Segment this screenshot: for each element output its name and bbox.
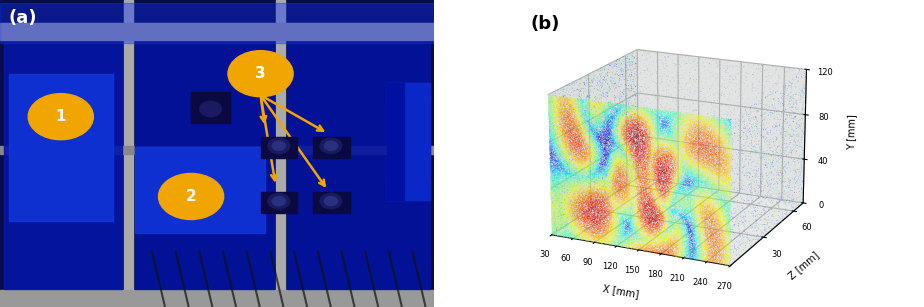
Bar [261,137,298,158]
Bar [386,83,404,200]
Bar [286,43,430,289]
Text: 3: 3 [255,66,266,81]
Text: (a): (a) [8,9,37,27]
Bar [135,147,265,233]
Bar [261,192,298,213]
Bar [280,0,286,307]
Bar [135,147,265,233]
Bar [128,0,133,307]
Circle shape [324,196,337,206]
Bar [191,92,230,123]
Circle shape [324,141,337,150]
Y-axis label: Z [mm]: Z [mm] [786,250,821,281]
Circle shape [320,193,342,209]
X-axis label: X [mm]: X [mm] [602,283,640,299]
Bar [0,23,434,40]
Circle shape [159,173,224,220]
Bar [5,43,122,289]
Bar [124,0,129,307]
Bar [0,3,434,43]
Circle shape [268,193,289,209]
Bar [8,74,113,221]
Text: (b): (b) [531,15,560,33]
Bar [0,290,434,307]
Bar [312,192,349,213]
Bar [386,83,430,101]
Circle shape [320,138,342,154]
Bar [275,0,281,307]
Circle shape [273,141,286,150]
Bar [135,43,274,289]
Circle shape [200,101,222,117]
Circle shape [268,138,289,154]
Text: 2: 2 [186,189,197,204]
Circle shape [29,94,93,140]
Bar [0,146,434,154]
Circle shape [228,51,293,97]
Bar [8,74,113,221]
Text: 1: 1 [55,109,66,124]
Bar [312,137,349,158]
Circle shape [273,196,286,206]
Bar [386,83,430,200]
Bar [386,181,430,200]
